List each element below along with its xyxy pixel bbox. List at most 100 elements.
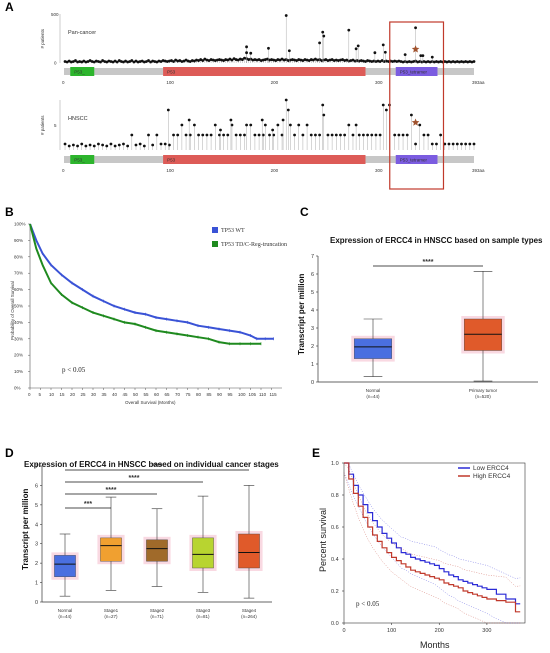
y-tick-label: 4: [35, 522, 38, 528]
protein-domain-label: P53_: [74, 70, 85, 75]
lollipop-point: [421, 54, 425, 58]
y-tick-label: 5: [311, 290, 314, 296]
lollipop-point: [130, 59, 134, 62]
lollipop-point: [82, 59, 86, 63]
lollipop-point: [167, 143, 171, 147]
lollipop-point: [384, 108, 388, 112]
y-tick-label: 1: [35, 581, 38, 587]
lollipop-point: [90, 60, 94, 63]
y-tick-label: 1: [311, 362, 314, 368]
lollipop-point: [362, 133, 365, 137]
lollipop-point: [299, 58, 303, 62]
lollipop-point: [203, 57, 207, 61]
lollipop-point: [163, 59, 167, 63]
lollipop-point: [318, 133, 321, 137]
lollipop-point: [383, 50, 387, 54]
lollipop-point: [184, 133, 188, 137]
lollipop-point: [211, 58, 215, 62]
box: [146, 539, 168, 562]
lollipop-point: [449, 60, 453, 64]
lollipop-point: [161, 59, 165, 62]
lollipop-point: [339, 133, 342, 137]
protein-domain: [163, 155, 366, 164]
lollipop-point: [136, 60, 140, 64]
x-tick-label: 10: [49, 392, 55, 397]
lollipop-point: [142, 144, 146, 148]
survival-curve: [29, 223, 261, 345]
lollipop-point: [472, 60, 476, 63]
x-tick-label: 105: [249, 392, 257, 397]
lollipop-point: [163, 142, 167, 146]
x-tick-label: 90: [217, 392, 223, 397]
lollipop-point: [314, 133, 317, 137]
lollipop-point: [284, 98, 288, 102]
lollipop-point: [362, 59, 365, 63]
lollipop-point: [462, 60, 465, 64]
protein-domain: [163, 67, 366, 76]
panel-label-a: A: [5, 0, 14, 14]
lollipop-point: [349, 59, 353, 62]
protein-domain-label: P53: [167, 70, 176, 75]
lollipop-point: [301, 133, 305, 137]
protein-domain-label: P53: [167, 158, 176, 163]
lollipop-point: [67, 144, 71, 148]
lollipop-point: [322, 34, 326, 38]
protein-domain: [395, 155, 438, 164]
lollipop-point: [428, 60, 432, 64]
x-tick-label: 65: [165, 392, 171, 397]
significance-label: ****: [152, 463, 163, 470]
lollipop-point: [132, 60, 136, 64]
lollipop-point: [188, 133, 192, 137]
lollipop-point: [293, 58, 296, 62]
category-n: (n=27): [104, 614, 118, 619]
lollipop-point: [140, 59, 144, 63]
lollipop-point: [399, 60, 403, 63]
x-tick-label: 100: [166, 168, 174, 173]
category-n: (n=520): [475, 394, 491, 399]
lollipop-point: [321, 103, 325, 107]
lollipop-point: [155, 133, 159, 137]
lollipop-point: [410, 60, 413, 64]
lollipop-point: [245, 123, 248, 127]
lollipop-point: [180, 123, 184, 127]
lollipop-point: [113, 59, 117, 63]
lollipop-point: [280, 133, 284, 137]
lollipop-point: [353, 59, 357, 63]
y-tick-label: 0.6: [331, 525, 339, 531]
lollipop-point: [356, 44, 360, 48]
y-tick-label: 6: [35, 483, 38, 489]
lollipop-point: [301, 59, 305, 62]
lollipop-point: [447, 60, 451, 63]
lollipop-point: [443, 60, 447, 63]
lollipop-point: [195, 58, 198, 62]
lollipop-point: [234, 58, 238, 61]
y-tick-label: 60%: [14, 287, 23, 292]
lollipop-point: [397, 133, 401, 137]
y-tick-label: 4: [311, 308, 314, 314]
lollipop-point: [334, 133, 338, 137]
lollipop-point: [166, 108, 170, 112]
lollipop-point: [147, 133, 150, 137]
lollipop-point: [281, 118, 285, 122]
lollipop-point: [107, 59, 111, 63]
box: [238, 533, 260, 569]
x-axis-title: Months: [420, 640, 450, 650]
lollipop-point: [286, 59, 290, 62]
mutation-star-marker: [411, 45, 420, 53]
category-label: Normal: [366, 388, 381, 393]
category-label: Normal: [58, 608, 73, 613]
y-axis-title: Probability of Overall Survival: [10, 281, 15, 340]
lollipop-point: [288, 123, 292, 127]
y-tick-label: 20%: [14, 353, 23, 358]
box: [54, 555, 76, 577]
lollipop-point: [468, 142, 472, 146]
lollipop-point: [134, 143, 138, 147]
lollipop-point: [236, 58, 240, 62]
x-tick-label: 300: [375, 168, 383, 173]
y-tick-label: 100%: [14, 222, 26, 227]
lollipop-point: [101, 143, 105, 147]
lollipop-point: [457, 60, 461, 64]
lollipop-point: [257, 58, 261, 61]
y-axis-title: Transcript per million: [21, 489, 30, 570]
lollipop-point: [464, 60, 468, 63]
